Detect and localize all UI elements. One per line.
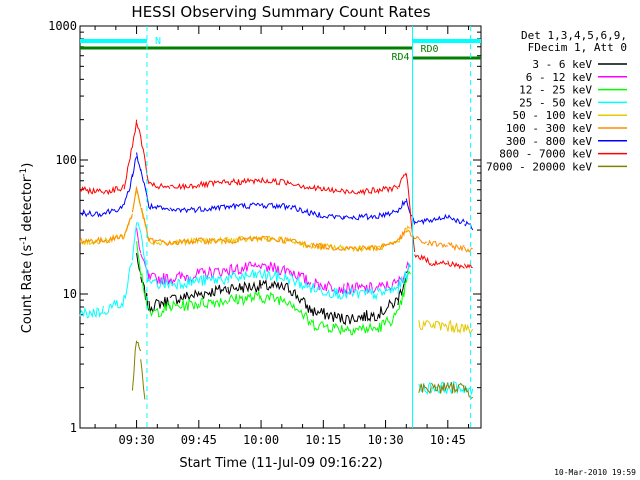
series-layer [79,119,474,400]
x-tick-label-1: 09:45 [181,433,217,447]
x-tick-label-0: 09:30 [119,433,155,447]
n-label: N [155,36,161,47]
plot-frame [79,25,482,429]
legend-label-6: 300 - 800 keV [506,135,592,148]
legend-title-line-1: Det 1,3,4,5,6,9, [521,29,627,42]
legend-label-2: 12 - 25 keV [519,84,592,97]
series-line-2 [136,241,411,336]
legend-label-0: 3 - 6 keV [532,58,592,71]
series-line-7 [79,119,473,270]
legend-label-4: 50 - 100 keV [513,109,593,122]
y-tick-label-2: 100 [55,153,77,167]
legend-title-line-2: FDecim 1, Att 0 [528,41,627,54]
rd0-label: RD0 [421,44,439,55]
y-label-prefix: Count Rate (s [20,245,35,334]
y-label-suffix: ) [20,163,35,168]
chart-title: HESSI Observing Summary Count Rates [131,3,430,21]
x-tick-label-3: 10:15 [305,433,341,447]
attenuator-overlay: N RD0 RD4 [80,26,481,428]
y-label-mid: detector [20,176,35,236]
y-label-sup-1: -1 [19,236,29,245]
x-axis-label: Start Time (11-Jul-09 09:16:22) [179,456,382,471]
plot-border [79,25,482,429]
legend-label-7: 800 - 7000 keV [499,148,592,161]
axis-ticks: 09:30 09:45 10:00 10:15 10:30 10:45 1 10 100 1000 [48,19,481,447]
y-tick-label-0: 1 [70,421,77,435]
y-label-sup-2: -1 [19,168,29,177]
series-line-5 [79,186,473,253]
legend-label-3: 25 - 50 keV [519,96,592,109]
rd4-label: RD4 [391,52,409,63]
y-tick-label-1: 10 [63,287,77,301]
timestamp: 10-Mar-2010 19:59 [554,468,636,477]
x-tick-label-2: 10:00 [243,433,279,447]
y-axis-label: Count Rate (s-1 detector-1) [19,163,35,334]
legend-label-1: 6 - 12 keV [526,71,593,84]
x-tick-label-5: 10:45 [430,433,466,447]
x-tick-label-4: 10:30 [367,433,403,447]
series-line-3 [79,222,474,395]
y-tick-label-3: 1000 [48,19,77,33]
legend-label-8: 7000 - 20000 keV [486,160,592,173]
legend-label-5: 100 - 300 keV [506,122,592,135]
series-line-8 [131,340,474,400]
